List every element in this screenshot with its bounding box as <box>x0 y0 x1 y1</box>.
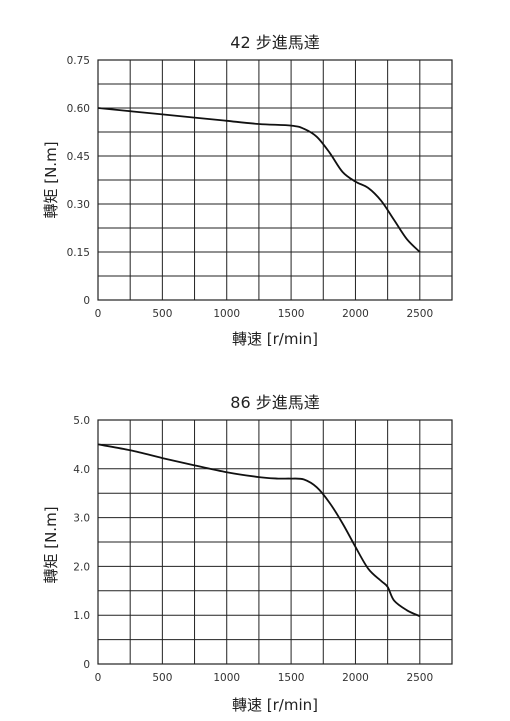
torque-curve <box>97 443 421 618</box>
y-tick-label: 1.0 <box>73 610 90 622</box>
y-tick-label: 0.60 <box>67 103 90 115</box>
y-tick-label: 3.0 <box>73 513 90 525</box>
torque-chart-42: 42 步進馬達 0 500 1000 1500 2000 2500 0 0.15 0.30 0.4… <box>42 33 453 348</box>
y-tick-label: 5.0 <box>73 415 90 427</box>
y-tick-label: 0.15 <box>67 247 90 259</box>
x-tick-label: 2000 <box>342 308 369 320</box>
x-tick-label: 0 <box>95 308 102 320</box>
torque-curve <box>97 107 421 253</box>
x-tick-label: 2500 <box>406 308 433 320</box>
y-axis-label: 轉矩 [N.m] <box>42 506 60 583</box>
x-tick-label: 1500 <box>278 308 305 320</box>
plot-frame <box>97 59 453 301</box>
y-tick-label: 0 <box>83 659 90 671</box>
y-tick-label: 0.30 <box>67 199 90 211</box>
y-tick-label: 0.45 <box>67 151 90 163</box>
x-tick-label: 2500 <box>406 672 433 684</box>
x-tick-label: 1000 <box>213 672 240 684</box>
y-tick-label: 0 <box>83 295 90 307</box>
x-tick-label: 2000 <box>342 672 369 684</box>
x-tick-label: 500 <box>152 308 172 320</box>
plot-frame <box>97 419 453 665</box>
chart-title: 42 步進馬達 <box>230 33 319 52</box>
y-tick-label: 4.0 <box>73 464 90 476</box>
x-tick-label: 1500 <box>278 672 305 684</box>
chart-title: 86 步進馬達 <box>230 393 319 412</box>
y-axis-label: 轉矩 [N.m] <box>42 141 60 218</box>
x-axis-label: 轉速 [r/min] <box>232 330 318 348</box>
torque-chart-86: 86 步進馬達 0 500 1000 1500 2000 2500 0 1.0 2.0 3.0 4.… <box>42 393 453 714</box>
x-tick-label: 0 <box>95 672 102 684</box>
x-tick-label: 500 <box>152 672 172 684</box>
y-tick-label: 0.75 <box>67 55 90 67</box>
y-tick-label: 2.0 <box>73 561 90 573</box>
x-axis-label: 轉速 [r/min] <box>232 696 318 714</box>
x-tick-label: 1000 <box>213 308 240 320</box>
